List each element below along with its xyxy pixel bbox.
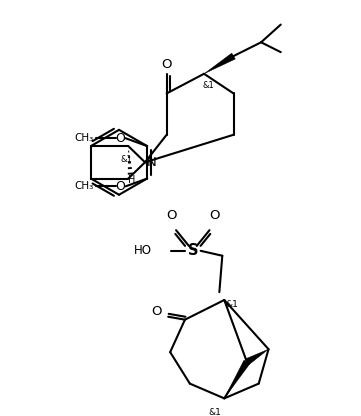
Text: &1: &1 bbox=[202, 81, 214, 90]
Text: CH₃: CH₃ bbox=[75, 181, 94, 191]
Polygon shape bbox=[204, 53, 235, 74]
Text: O: O bbox=[161, 58, 172, 72]
Text: N: N bbox=[147, 156, 157, 169]
Polygon shape bbox=[245, 349, 269, 365]
Text: HO: HO bbox=[134, 244, 152, 258]
Polygon shape bbox=[224, 360, 250, 399]
Text: H: H bbox=[127, 176, 135, 186]
Text: O: O bbox=[209, 209, 220, 222]
Text: &1: &1 bbox=[121, 155, 132, 164]
Text: O: O bbox=[166, 209, 177, 222]
Text: S: S bbox=[188, 243, 198, 258]
Text: &1: &1 bbox=[226, 300, 239, 310]
Text: CH₃: CH₃ bbox=[75, 133, 94, 143]
Text: O: O bbox=[151, 305, 162, 318]
Text: &1: &1 bbox=[208, 408, 221, 416]
Text: O: O bbox=[116, 132, 126, 145]
Text: O: O bbox=[116, 180, 126, 193]
